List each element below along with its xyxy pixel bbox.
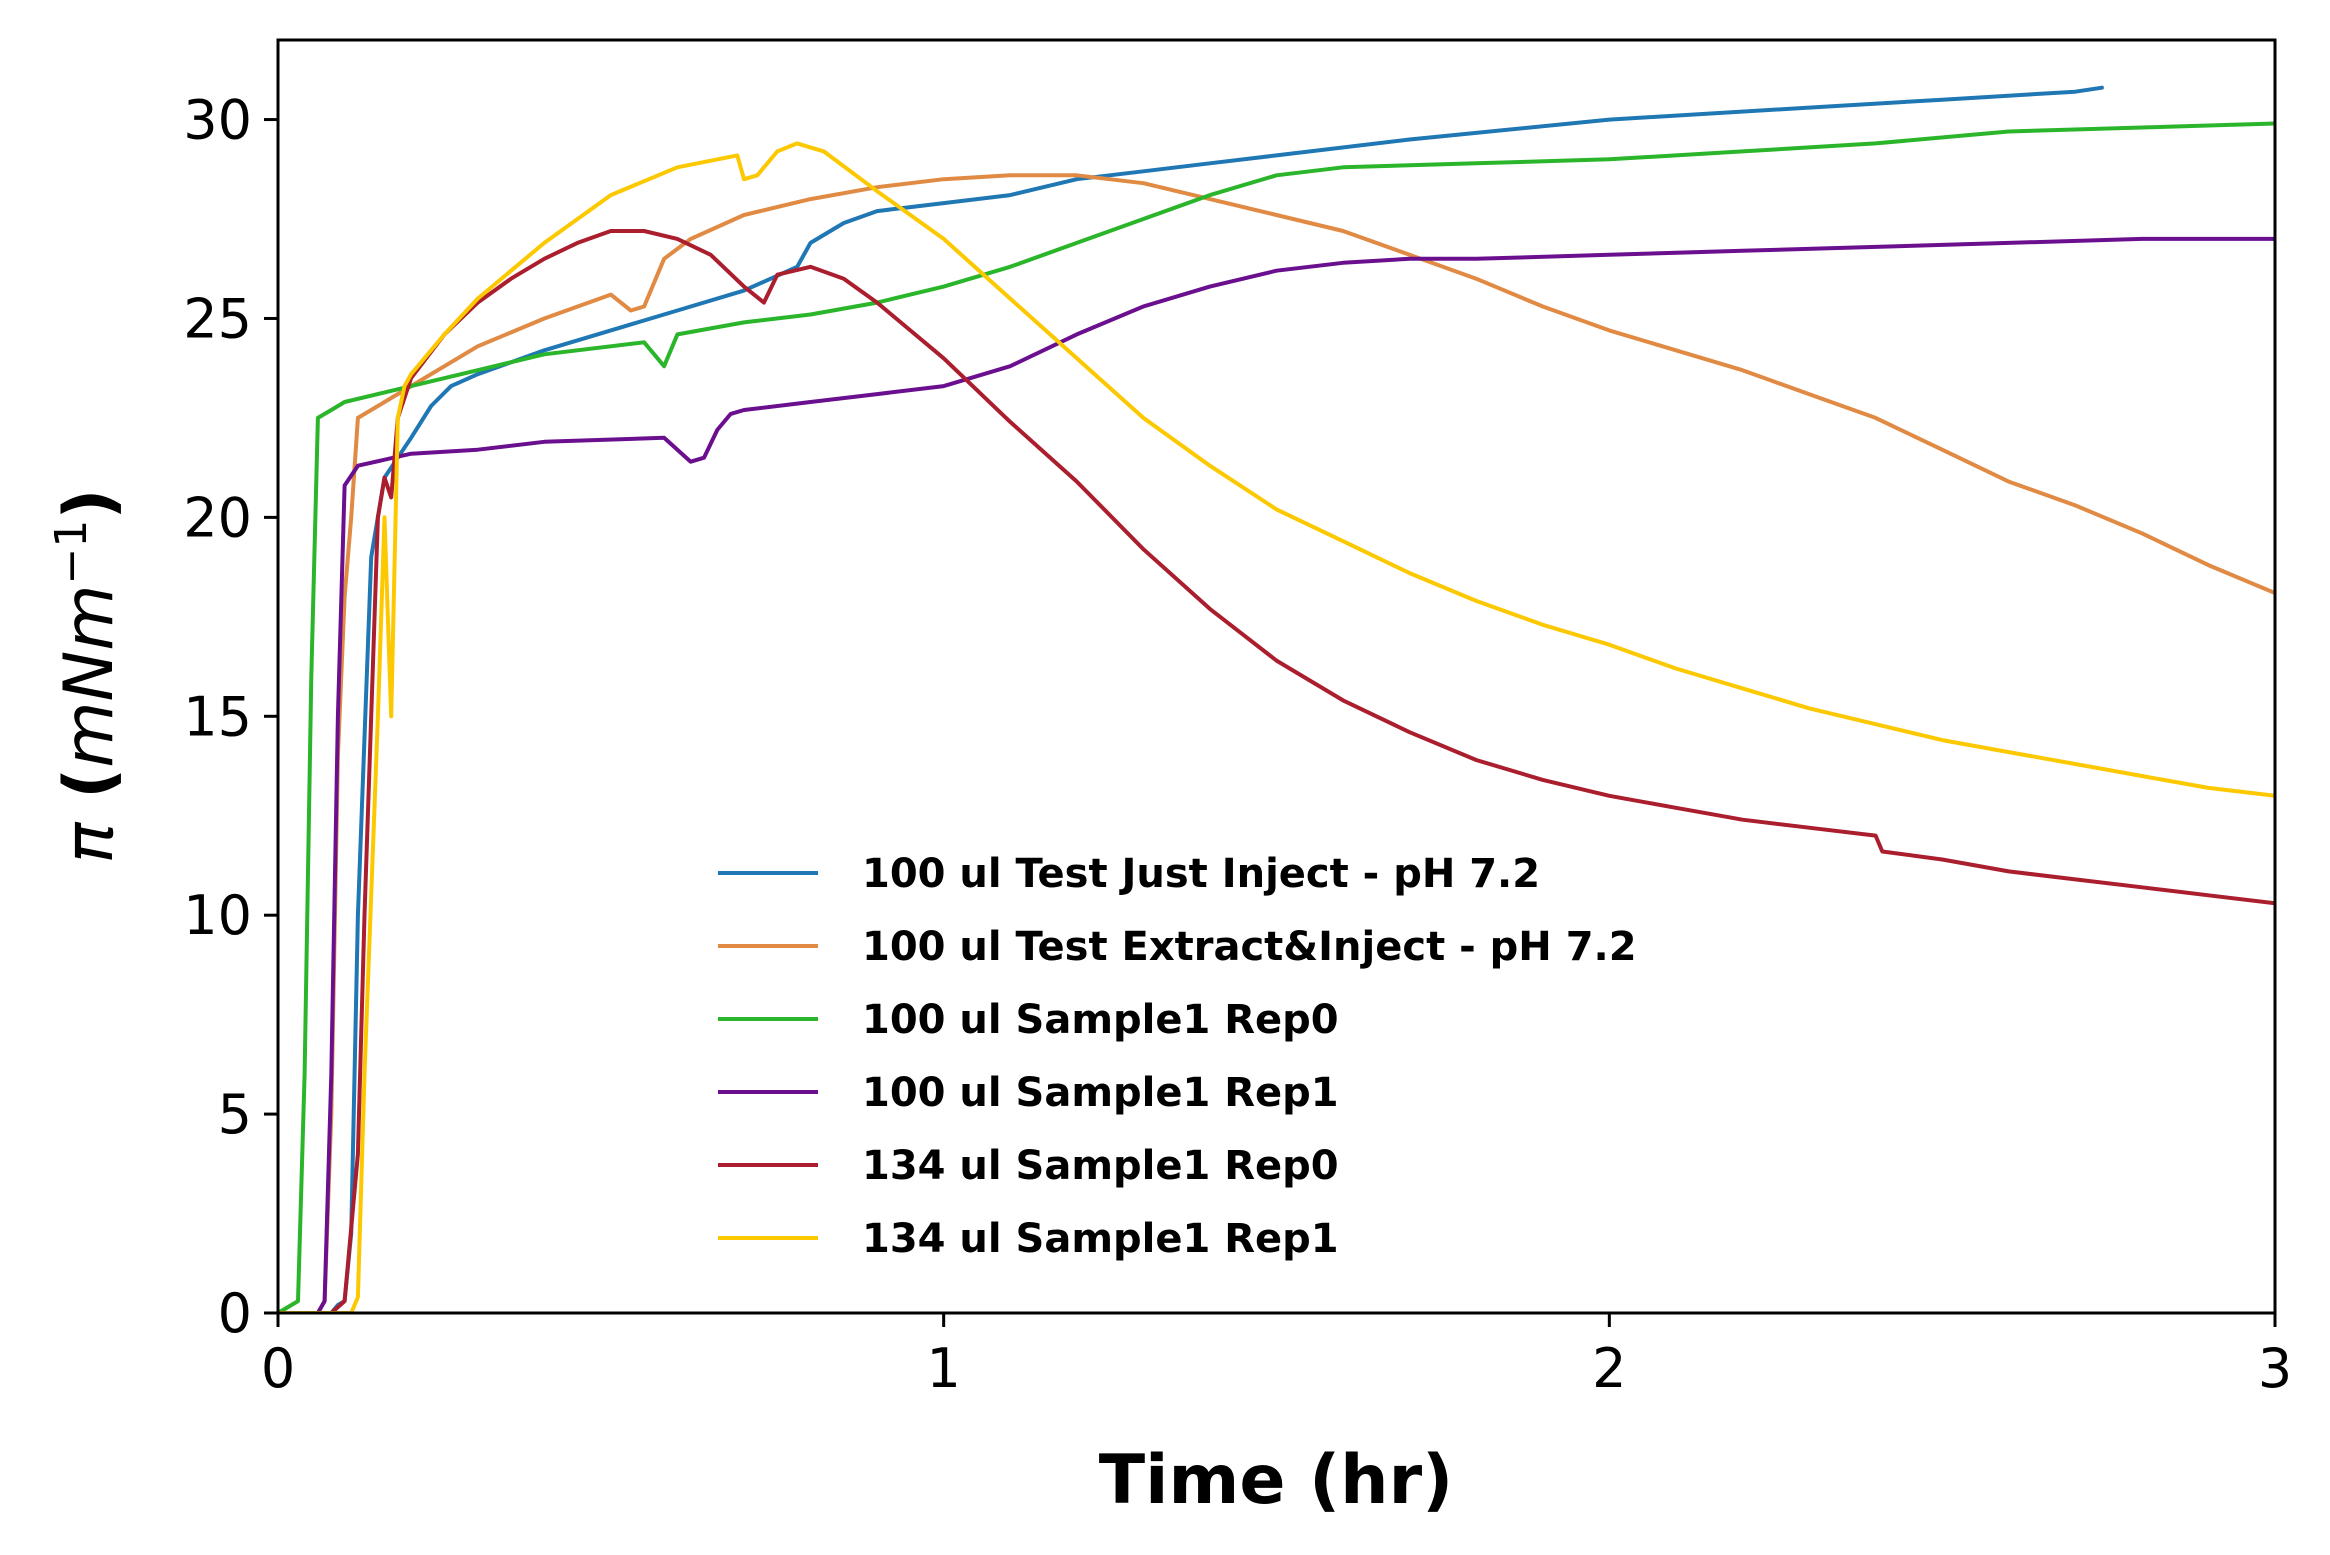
y-axis-ticks: 0 5 10 15 20 25 30 — [183, 89, 278, 1345]
legend-label-6: 134 ul Sample1 Rep1 — [862, 1216, 1339, 1262]
y-axis-label-close: ) — [50, 488, 129, 519]
series-line-1 — [278, 85, 2104, 1313]
series-layer — [278, 85, 2275, 1313]
series-line-4 — [278, 236, 2275, 1313]
x-tick-label: 1 — [926, 1337, 960, 1400]
y-tick-label: 0 — [218, 1282, 252, 1345]
y-axis-label: π (mNm−1) — [46, 488, 129, 863]
x-tick-label: 2 — [1592, 1337, 1626, 1400]
x-tick-label: 3 — [2258, 1337, 2292, 1400]
legend-label-4: 100 ul Sample1 Rep1 — [862, 1070, 1339, 1116]
y-tick-label: 15 — [183, 685, 252, 748]
x-axis-ticks: 0 1 2 3 — [261, 1313, 2292, 1400]
series-line-3 — [278, 121, 2275, 1313]
plot-frame — [276, 38, 2277, 1315]
y-axis-label-open: ( — [50, 768, 129, 823]
series-line-6 — [278, 141, 2275, 1313]
y-tick-label: 20 — [183, 486, 252, 549]
x-tick-label: 0 — [261, 1337, 295, 1400]
y-tick-label: 5 — [218, 1083, 252, 1146]
x-axis-label: Time (hr) — [1099, 1441, 1453, 1520]
series-line-2 — [278, 173, 2275, 1313]
y-tick-label: 10 — [183, 884, 252, 947]
legend-label-5: 134 ul Sample1 Rep0 — [862, 1143, 1339, 1189]
legend-label-2: 100 ul Test Extract&Inject - pH 7.2 — [862, 924, 1637, 970]
y-tick-label: 30 — [183, 89, 252, 152]
legend: 100 ul Test Just Inject - pH 7.2 100 ul T… — [718, 851, 1637, 1262]
y-axis-label-symbol: π — [50, 822, 129, 864]
y-tick-label: 25 — [183, 287, 252, 350]
legend-label-1: 100 ul Test Just Inject - pH 7.2 — [862, 851, 1540, 897]
plot-background — [278, 40, 2275, 1313]
y-axis-label-unit: mNm — [50, 584, 129, 767]
legend-label-3: 100 ul Sample1 Rep0 — [862, 997, 1339, 1043]
y-axis-label-exponent: −1 — [46, 520, 97, 585]
svg-text:π (mNm−1): π (mNm−1) — [46, 488, 129, 863]
